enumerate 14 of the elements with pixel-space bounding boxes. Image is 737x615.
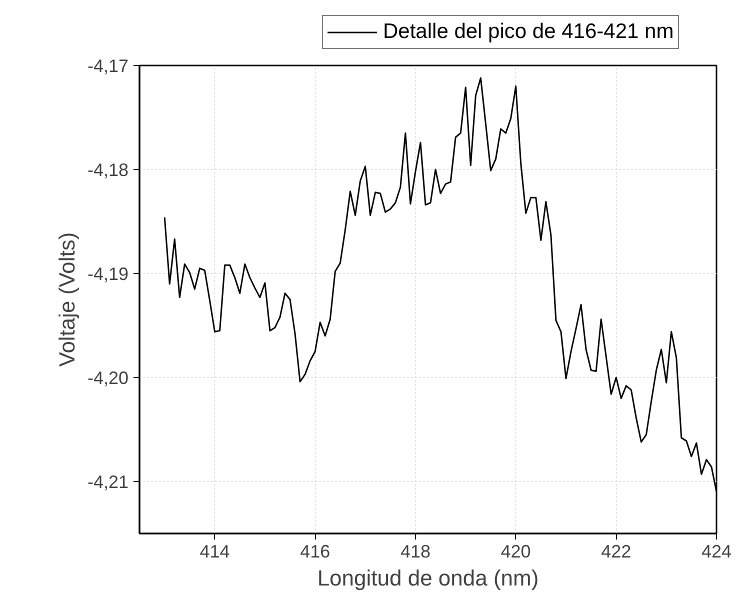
x-tick-label: 424 [701, 542, 732, 562]
x-tick-label: 414 [200, 542, 230, 562]
y-tick-label: -4,20 [87, 368, 129, 388]
x-tick-label: 416 [300, 542, 330, 562]
y-tick-label: -4,19 [87, 264, 129, 284]
x-tick-label: 420 [500, 542, 531, 562]
y-tick-label: -4,21 [87, 472, 129, 492]
y-tick-label: -4,18 [87, 160, 129, 180]
legend-label: Detalle del pico de 416-421 nm [383, 20, 674, 44]
x-tick-label: 418 [400, 542, 430, 562]
y-tick-label: -4,17 [87, 56, 129, 76]
x-tick-label: 422 [601, 542, 632, 562]
y-axis-title: Voltaje (Volts) [54, 232, 80, 367]
x-axis-title: Longitud de onda (nm) [317, 566, 539, 590]
